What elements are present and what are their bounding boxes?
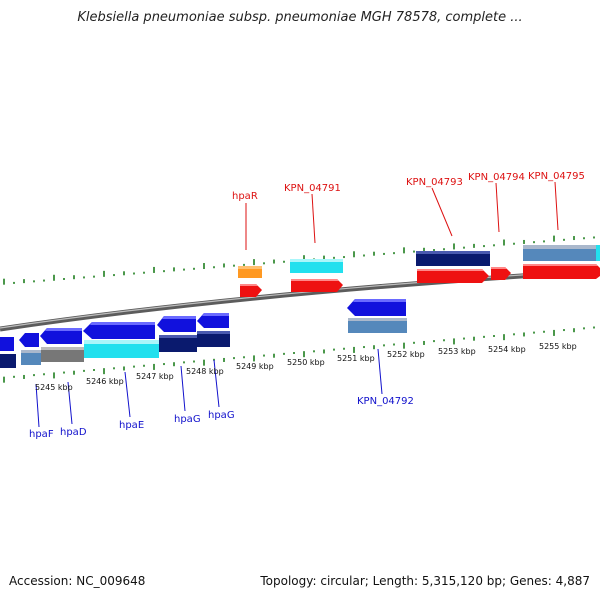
gene-hpaE-arrow[interactable] <box>40 328 82 344</box>
tick-label: 5249 kbp <box>236 362 274 371</box>
tick-label: 5246 kbp <box>86 377 124 386</box>
scale-tick-labels: 5245 kbp 5246 kbp 5247 kbp 5248 kbp 5249… <box>35 342 577 392</box>
gene-KPN_04792-arrow[interactable] <box>347 299 406 316</box>
gene-hpaE2-arrow[interactable] <box>83 322 155 339</box>
gene-KPN_04793-navy[interactable] <box>416 251 490 266</box>
gene-hpaD-arrow[interactable] <box>19 333 39 347</box>
tick-label: 5252 kbp <box>387 350 425 359</box>
label-hpaD[interactable]: hpaD <box>60 427 87 438</box>
gene-KPN_04793[interactable] <box>417 269 489 283</box>
gene-KPN_04792-block[interactable] <box>348 318 407 333</box>
gene-hpaF-block[interactable] <box>0 354 16 368</box>
label-hpaE[interactable]: hpaE <box>119 420 144 431</box>
gene-KPN_04795[interactable] <box>523 264 600 279</box>
label-KPN_04792[interactable]: KPN_04792 <box>357 396 414 407</box>
label-KPN_04795[interactable]: KPN_04795 <box>528 171 585 182</box>
label-hpaF[interactable]: hpaF <box>29 429 54 440</box>
gene-hpaG-arrow[interactable] <box>157 316 196 332</box>
label-leaders <box>35 181 559 428</box>
forward-labels: hpaR KPN_04791 KPN_04793 KPN_04794 KPN_0… <box>232 171 585 202</box>
gene-hpaG2-arrow[interactable] <box>197 313 229 328</box>
label-hpaG-2[interactable]: hpaG <box>208 410 235 421</box>
gene-hpaD-block[interactable] <box>21 350 41 365</box>
topology-summary: Topology: circular; Length: 5,315,120 bp… <box>260 574 590 588</box>
tick-label: 5255 kbp <box>539 342 577 351</box>
gene-hpaG2-block[interactable] <box>197 331 230 347</box>
tick-label: 5254 kbp <box>488 345 526 354</box>
chromosome-backbone <box>0 268 600 332</box>
tick-label: 5247 kbp <box>136 372 174 381</box>
gene-KPN_04794[interactable] <box>491 267 511 280</box>
label-KPN_04791[interactable]: KPN_04791 <box>284 183 341 194</box>
gene-KPN_04791[interactable] <box>291 279 343 292</box>
gene-KPN_04795-steel[interactable] <box>523 245 600 261</box>
label-hpaR[interactable]: hpaR <box>232 191 258 202</box>
gene-hpaE-block[interactable] <box>41 347 84 362</box>
map-title: Klebsiella pneumoniae subsp. pneumoniae … <box>77 10 523 25</box>
gene-hpaR[interactable] <box>238 266 262 278</box>
reverse-labels: hpaF hpaD hpaE hpaG hpaG KPN_04792 <box>29 396 414 440</box>
tick-label: 5245 kbp <box>35 383 73 392</box>
label-KPN_04793[interactable]: KPN_04793 <box>406 177 463 188</box>
gene-hpaE2-block[interactable] <box>84 340 159 358</box>
outer-dotted-scale <box>3 235 595 285</box>
gene-hpaF-arrow[interactable] <box>0 337 14 351</box>
tick-label: 5251 kbp <box>337 354 375 363</box>
gene-hpaR-arrow[interactable] <box>240 284 262 297</box>
accession-text: Accession: NC_009648 <box>9 574 146 588</box>
tick-label: 5250 kbp <box>287 358 325 367</box>
label-KPN_04794[interactable]: KPN_04794 <box>468 172 525 183</box>
gene-KPN_04791-highlight[interactable] <box>290 259 343 273</box>
label-hpaG-1[interactable]: hpaG <box>174 414 201 425</box>
tick-label: 5253 kbp <box>438 347 476 356</box>
reverse-genes <box>0 299 407 368</box>
forward-genes <box>238 245 600 297</box>
gene-hpaG-block[interactable] <box>159 335 197 352</box>
tick-label: 5248 kbp <box>186 367 224 376</box>
